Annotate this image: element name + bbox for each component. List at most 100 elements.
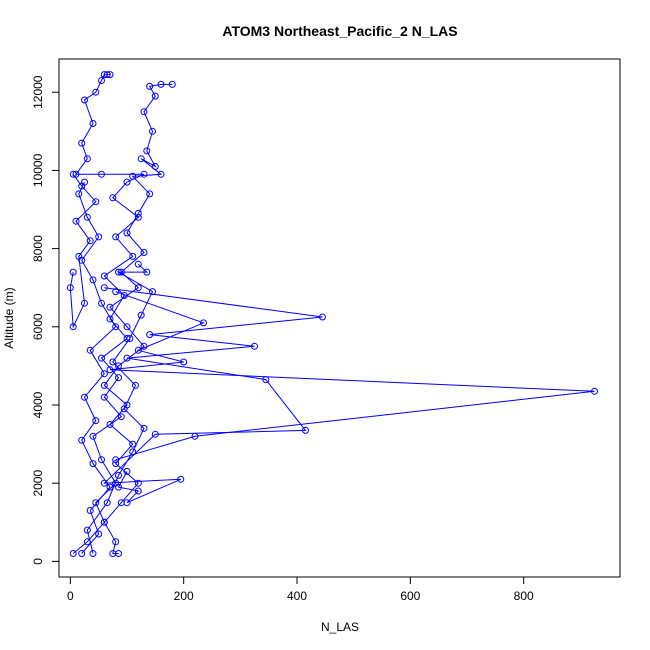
- series-line: [109, 291, 595, 461]
- data-point: [81, 393, 88, 401]
- data-point: [123, 323, 131, 331]
- data-point: [157, 80, 165, 88]
- data-point: [86, 507, 94, 514]
- data-point: [112, 288, 120, 296]
- data-point: [109, 194, 117, 202]
- data-point: [134, 346, 142, 354]
- data-point: [100, 370, 108, 378]
- data-point: [98, 170, 105, 178]
- series-line: [78, 181, 117, 554]
- x-tick-label: 800: [514, 589, 534, 603]
- data-point: [146, 190, 154, 198]
- data-point: [112, 538, 120, 546]
- data-point: [86, 237, 94, 245]
- data-point: [132, 381, 139, 389]
- data-point: [69, 170, 77, 178]
- data-point: [143, 147, 151, 155]
- data-point: [103, 499, 111, 507]
- y-axis-label: Altitude (m): [2, 287, 16, 348]
- data-point: [75, 252, 83, 260]
- y-tick-label: 8000: [31, 235, 45, 262]
- data-point: [83, 213, 91, 221]
- data-point: [115, 374, 122, 382]
- data-point: [89, 550, 97, 557]
- y-tick-label: 10000: [31, 153, 45, 187]
- data-point: [123, 354, 131, 362]
- series-4: [83, 260, 156, 557]
- data-point: [100, 393, 108, 401]
- data-point: [134, 479, 142, 487]
- data-point: [251, 342, 258, 350]
- data-point: [75, 190, 83, 198]
- data-point: [98, 354, 105, 362]
- data-point: [78, 436, 86, 444]
- data-point: [134, 209, 142, 217]
- data-point: [106, 71, 114, 79]
- data-point: [81, 96, 88, 104]
- data-point: [100, 518, 108, 526]
- x-axis-label: N_LAS: [321, 620, 359, 634]
- data-point: [115, 483, 122, 491]
- data-point: [140, 170, 148, 178]
- data-point: [89, 276, 97, 284]
- data-point: [117, 413, 125, 421]
- y-tick-label: 0: [31, 558, 45, 565]
- data-point: [66, 284, 74, 292]
- data-point: [103, 71, 111, 79]
- data-point: [83, 155, 91, 163]
- data-point: [109, 358, 117, 366]
- data-point: [72, 217, 80, 225]
- data-point: [95, 233, 103, 241]
- data-point: [123, 178, 131, 186]
- y-tick-label: 2000: [31, 470, 45, 497]
- data-layer: [66, 71, 598, 557]
- data-point: [81, 299, 88, 307]
- data-point: [100, 479, 108, 487]
- data-point: [106, 303, 114, 311]
- x-tick-label: 200: [174, 589, 194, 603]
- series-line: [86, 263, 154, 554]
- data-point: [151, 430, 159, 438]
- series-7: [66, 170, 100, 331]
- y-tick-label: 4000: [31, 391, 45, 418]
- data-point: [69, 268, 77, 276]
- data-point: [137, 311, 145, 319]
- data-point: [123, 229, 131, 237]
- data-point: [100, 381, 108, 389]
- data-point: [319, 313, 326, 321]
- data-point: [92, 499, 100, 507]
- data-point: [106, 366, 114, 374]
- data-point: [92, 417, 100, 425]
- data-point: [302, 426, 309, 434]
- data-point: [140, 108, 148, 116]
- y-tick-label: 12000: [31, 75, 45, 109]
- data-point: [98, 77, 105, 84]
- series-1: [69, 71, 148, 557]
- data-point: [83, 526, 91, 534]
- data-point: [168, 80, 176, 88]
- series-line: [72, 74, 145, 554]
- series-2: [100, 80, 176, 557]
- data-point: [115, 268, 122, 276]
- y-tick-label: 6000: [31, 313, 45, 340]
- data-point: [78, 182, 86, 190]
- data-point: [191, 432, 199, 440]
- data-point: [92, 198, 100, 206]
- data-point: [112, 233, 120, 241]
- data-point: [177, 475, 185, 483]
- data-point: [146, 331, 154, 339]
- data-point: [129, 440, 137, 448]
- data-point: [137, 155, 145, 163]
- data-point: [112, 460, 120, 468]
- data-point: [115, 550, 122, 557]
- data-point: [146, 82, 154, 90]
- data-point: [140, 424, 148, 432]
- chart-title: ATOM3 Northeast_Pacific_2 N_LAS: [222, 23, 457, 39]
- data-point: [89, 432, 97, 440]
- data-point: [89, 120, 97, 127]
- data-point: [100, 284, 108, 292]
- data-point: [69, 323, 77, 331]
